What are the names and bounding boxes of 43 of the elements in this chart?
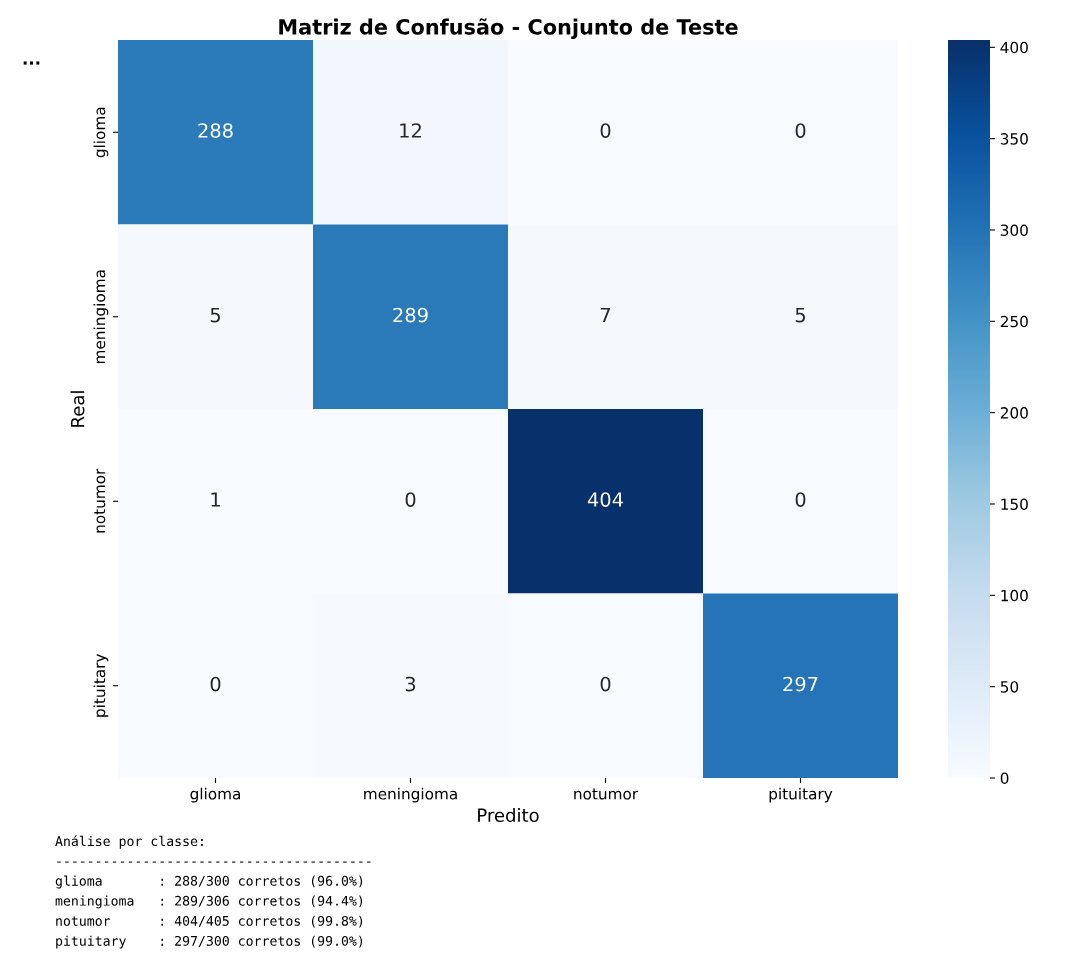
- x-tick-label: notumor: [574, 788, 639, 800]
- y-tick-label: pituitary: [93, 653, 109, 717]
- x-tick-label: meningioma: [364, 787, 457, 803]
- color-bar-label: 350: [1000, 133, 1028, 145]
- text: ----------------------------------------: [57, 861, 371, 863]
- text: pituitary : 297/300 corretos (99.0%): [56, 935, 363, 949]
- data-label: 12: [400, 123, 421, 138]
- color-bar-label: 400: [1000, 41, 1028, 54]
- text: meningioma : 289/306 corretos (94.4%): [55, 895, 363, 909]
- data-label: 1: [211, 492, 220, 507]
- color-bar-label: 150: [1001, 498, 1028, 511]
- data-label: 0: [795, 123, 806, 138]
- x-tick-label: glioma: [190, 787, 240, 803]
- color-bar-label: 200: [1000, 407, 1028, 419]
- chart-title: Matriz de Confusão - Conjunto de Teste: [279, 18, 738, 39]
- y-tick-label: glioma: [93, 107, 109, 158]
- data-label: 297: [783, 676, 818, 692]
- y-axis-title: Real: [70, 391, 85, 427]
- data-label: 289: [393, 307, 428, 323]
- text: notumor : 404/405 corretos (99.8%): [56, 915, 363, 928]
- data-label: 0: [600, 676, 611, 692]
- color-bar-label: 100: [1001, 589, 1028, 602]
- data-label: 5: [210, 307, 220, 323]
- x-axis-title: Predito: [478, 808, 539, 823]
- y-tick-label: notumor: [94, 468, 106, 533]
- data-label: 0: [405, 492, 416, 507]
- color-bar-label: 300: [1000, 224, 1028, 236]
- y-tick-label: meningioma: [93, 270, 109, 364]
- color-bar-label: 250: [1000, 315, 1028, 328]
- data-label: 3: [405, 676, 416, 692]
- data-label: 404: [587, 492, 623, 507]
- data-label: 7: [600, 307, 611, 323]
- color-bar-label: 50: [1000, 681, 1019, 693]
- data-label: 5: [795, 307, 805, 323]
- data-label: 288: [198, 123, 233, 138]
- data-label: 0: [210, 676, 221, 692]
- data-label: 0: [600, 123, 611, 138]
- text: Análise por classe:: [55, 835, 203, 849]
- color-bar-label: 0: [1000, 772, 1009, 785]
- text: ...: [23, 61, 40, 65]
- x-tick-label: pituitary: [769, 787, 833, 803]
- text: glioma : 288/300 corretos (96.0%): [55, 875, 363, 889]
- data-label: 0: [795, 492, 806, 507]
